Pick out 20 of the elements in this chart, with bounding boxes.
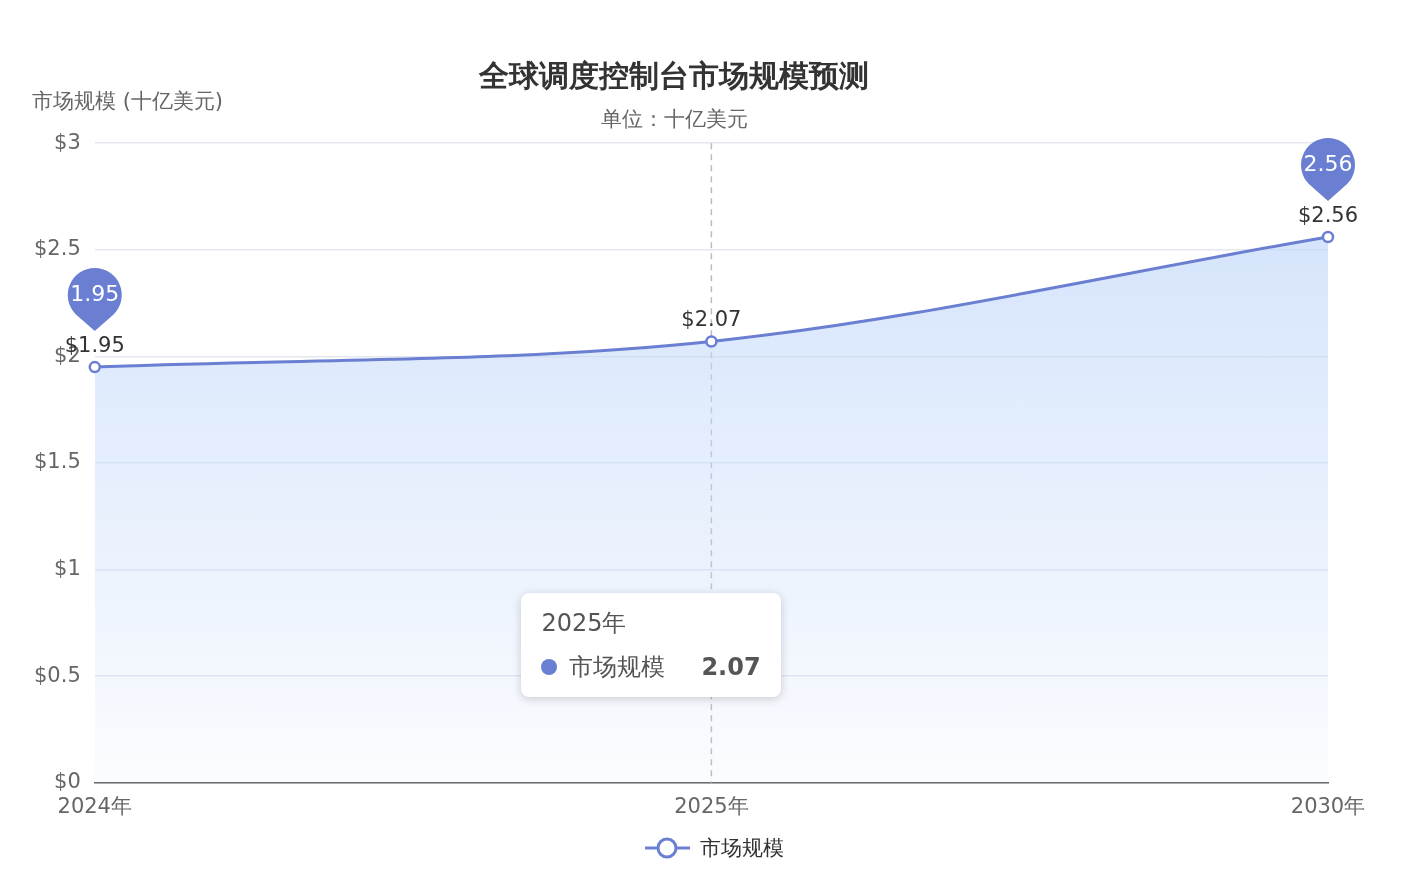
y-tick-label: $1 (54, 556, 81, 581)
x-tick-label: 2024年 (57, 793, 132, 818)
y-tick-label: $1.5 (33, 449, 81, 474)
chart-title: 全球调度控制台市场规模预测 (478, 57, 869, 93)
x-tick-label: 2025年 (674, 793, 749, 818)
data-label: $2.07 (681, 307, 742, 332)
chart-subtitle: 单位：十亿美元 (600, 107, 748, 132)
annotation: 1.95 (70, 280, 120, 306)
annotation: 2.56 (1303, 150, 1353, 176)
annotation: 2.07 (701, 652, 761, 681)
data-label: $2.56 (1297, 202, 1359, 227)
y-tick-label: $3 (54, 129, 81, 154)
y-tick-label: $0.5 (33, 662, 81, 687)
text: 市场规模 (700, 836, 784, 860)
text: 2025年 (541, 608, 627, 637)
legend-label: 市场规模 (569, 651, 666, 683)
y-tick-label: $0 (54, 769, 81, 794)
y-tick-label: $2.5 (33, 236, 81, 261)
y-axis-title: 市场规模 (十亿美元) (32, 89, 224, 114)
x-tick-label: 2030年 (1290, 793, 1366, 818)
